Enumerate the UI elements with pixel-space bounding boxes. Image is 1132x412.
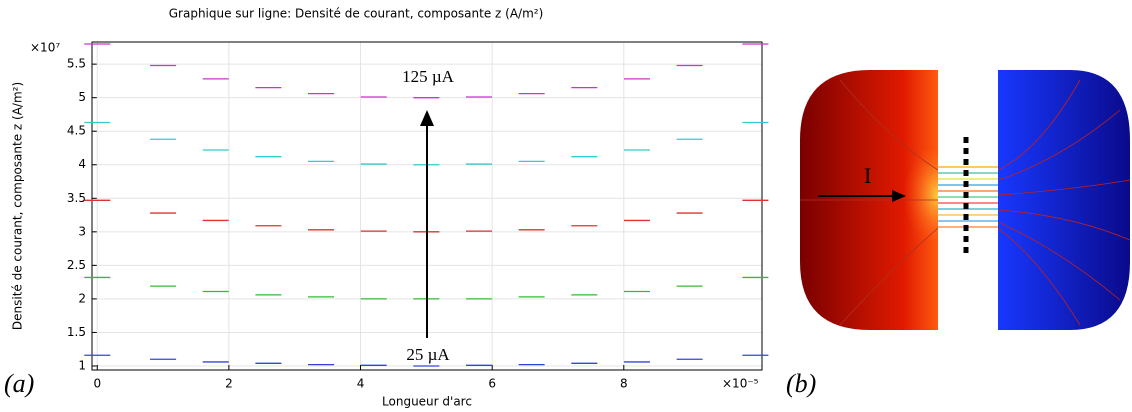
x-tick-label: 0 bbox=[93, 377, 101, 391]
chart-title: Graphique sur ligne: Densité de courant,… bbox=[169, 7, 544, 21]
y-tick-label: 1.5 bbox=[67, 325, 86, 339]
y-multiplier: ×10⁷ bbox=[30, 41, 60, 55]
current-label: I bbox=[864, 163, 871, 188]
annotation: 25 µA bbox=[406, 345, 450, 364]
current-arrowhead bbox=[892, 190, 906, 202]
y-tick-label: 4.5 bbox=[67, 124, 86, 138]
y-tick-label: 4 bbox=[78, 157, 86, 171]
chart: Graphique sur ligne: Densité de courant,… bbox=[4, 7, 769, 409]
streamlines bbox=[800, 79, 1131, 326]
y-tick-label: 2 bbox=[78, 291, 86, 305]
plot-frame bbox=[91, 41, 763, 371]
x-multiplier: ×10⁻⁵ bbox=[722, 377, 759, 391]
y-tick-label: 5 bbox=[78, 90, 86, 104]
x-tick-label: 2 bbox=[225, 377, 233, 391]
x-tick-label: 6 bbox=[488, 377, 496, 391]
y-tick-label: 3 bbox=[78, 224, 86, 238]
y-tick-label: 2.5 bbox=[67, 258, 86, 272]
right-electrode bbox=[998, 70, 1130, 330]
y-tick-label: 3.5 bbox=[67, 191, 86, 205]
y-tick-label: 5.5 bbox=[67, 57, 86, 71]
panel-label: (b) bbox=[786, 369, 816, 398]
annotation: 125 µA bbox=[402, 67, 455, 86]
y-tick-label: 1 bbox=[78, 358, 86, 372]
panel-label: (a) bbox=[4, 369, 34, 398]
y-axis-label: Densité de courant, composante z (A/m²) bbox=[11, 82, 25, 330]
diagram: I (b) bbox=[786, 70, 1131, 398]
x-tick-label: 4 bbox=[357, 377, 365, 391]
x-tick-label: 8 bbox=[620, 377, 628, 391]
x-axis-label: Longueur d'arc bbox=[382, 395, 472, 409]
arrow-head bbox=[420, 110, 434, 126]
